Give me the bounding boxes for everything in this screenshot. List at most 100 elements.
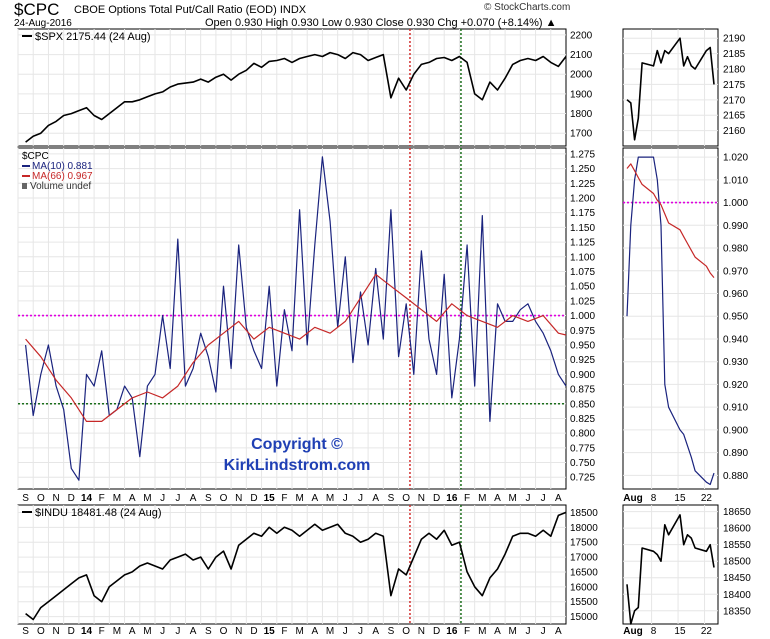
spx-ytick-label: 1700 [570,129,593,140]
month-label: D [433,493,440,504]
cpc-ytick-label: 1.150 [570,223,595,234]
month-label: 15 [264,626,276,637]
cpc-legend-title: $CPC [22,151,49,162]
month-label: A [129,493,136,504]
month-label: F [281,493,287,504]
cpc-ytick-label: 1.275 [570,149,595,160]
month-label: O [220,626,228,637]
month-label: J [175,626,180,637]
month-label: D [250,626,257,637]
month-label: J [525,626,530,637]
cpc-zoom-ma66-line [626,163,715,278]
cpc-zoom-ytick-label: 0.960 [723,289,748,300]
month-label: M [478,626,486,637]
cpc-ytick-label: 0.850 [570,399,595,410]
cpc-zoom-ytick-label: 0.930 [723,357,748,368]
month-label: N [418,493,425,504]
cpc-zoom-ytick-label: 1.000 [723,198,748,209]
cpc-ytick-label: 0.825 [570,414,595,425]
month-label: N [52,493,59,504]
month-label: M [326,493,334,504]
month-label: M [295,626,303,637]
indu-ytick-label: 17500 [570,538,598,549]
cpc-ytick-label: 1.200 [570,193,595,204]
month-label: A [494,626,501,637]
spx-ytick-label: 2100 [570,50,593,61]
zoom-day-label: 15 [674,626,686,637]
cpc-zoom-ytick-label: 0.920 [723,380,748,391]
month-label: D [433,626,440,637]
zoom-day-label: 22 [701,626,713,637]
spx-zoom-ytick-label: 2160 [723,126,746,137]
month-label: F [464,493,470,504]
month-label: F [99,626,105,637]
month-label: N [52,626,59,637]
copyright-line2: KirkLindstrom.com [224,457,371,474]
cpc-ytick-label: 1.175 [570,208,595,219]
volume-legend-text: Volume undef [30,181,91,192]
month-label: S [388,493,395,504]
spx-ytick-label: 2000 [570,70,593,81]
month-label: J [175,493,180,504]
month-label: 16 [446,493,458,504]
zoom-day-label: Aug [623,493,642,504]
month-label: M [295,493,303,504]
cpc-ytick-label: 1.125 [570,238,595,249]
cpc-ytick-label: 1.250 [570,164,595,175]
indu-zoom-ytick-label: 18550 [723,540,751,551]
cpc-ytick-label: 0.750 [570,458,595,469]
indu-zoom-ytick-label: 18400 [723,590,751,601]
indu-price-line [25,511,567,621]
indu-ytick-label: 18500 [570,508,598,519]
month-label: O [37,493,45,504]
cpc-ytick-label: 1.225 [570,179,595,190]
month-label: A [555,493,562,504]
month-label: 15 [264,493,276,504]
month-label: 16 [446,626,458,637]
month-label: 14 [81,626,93,637]
cpc-ytick-label: 0.875 [570,385,595,396]
spx-ytick-label: 1900 [570,89,593,100]
cpc-ytick-label: 1.075 [570,267,595,278]
zoom-day-label: Aug [623,626,642,637]
month-label: N [235,626,242,637]
month-label: M [478,493,486,504]
spx-zoom-frame [622,28,719,147]
spx-ytick-label: 1800 [570,109,593,120]
spx-price-line [25,51,567,143]
month-label: A [494,493,501,504]
month-label: M [113,493,121,504]
cpc-zoom-ytick-label: 0.980 [723,244,748,255]
indu-zoom-ytick-label: 18350 [723,606,751,617]
symbol-title: $CPC [14,0,60,19]
month-label: 14 [81,493,93,504]
cpc-ma10-line [25,156,567,481]
month-label: F [281,626,287,637]
month-label: D [68,626,75,637]
brand-label: © StockCharts.com [484,2,571,13]
spx-legend-text: $SPX 2175.44 (24 Aug) [35,31,151,43]
cpc-zoom-ytick-label: 0.890 [723,448,748,459]
ma66-legend-text: MA(66) 0.967 [32,171,93,182]
month-label: O [37,626,45,637]
spx-ytick-label: 2200 [570,30,593,41]
spx-zoom-ytick-label: 2175 [723,80,746,91]
month-label: A [372,493,379,504]
zoom-day-label: 8 [651,493,657,504]
month-label: A [190,493,197,504]
cpc-ytick-label: 1.050 [570,282,595,293]
month-label: M [143,626,151,637]
indu-zoom-ytick-label: 18500 [723,557,751,568]
cpc-ytick-label: 0.775 [570,443,595,454]
cpc-zoom-ma10-line [626,156,715,486]
cpc-zoom-ytick-label: 1.010 [723,175,748,186]
zoom-day-label: 15 [674,493,686,504]
cpc-ytick-label: 0.900 [570,370,595,381]
month-label: A [311,493,318,504]
month-label: J [160,493,165,504]
month-label: M [326,626,334,637]
spx-zoom-ytick-label: 2165 [723,111,746,122]
indu-zoom-ytick-label: 18450 [723,573,751,584]
month-label: M [509,493,517,504]
month-label: J [541,626,546,637]
